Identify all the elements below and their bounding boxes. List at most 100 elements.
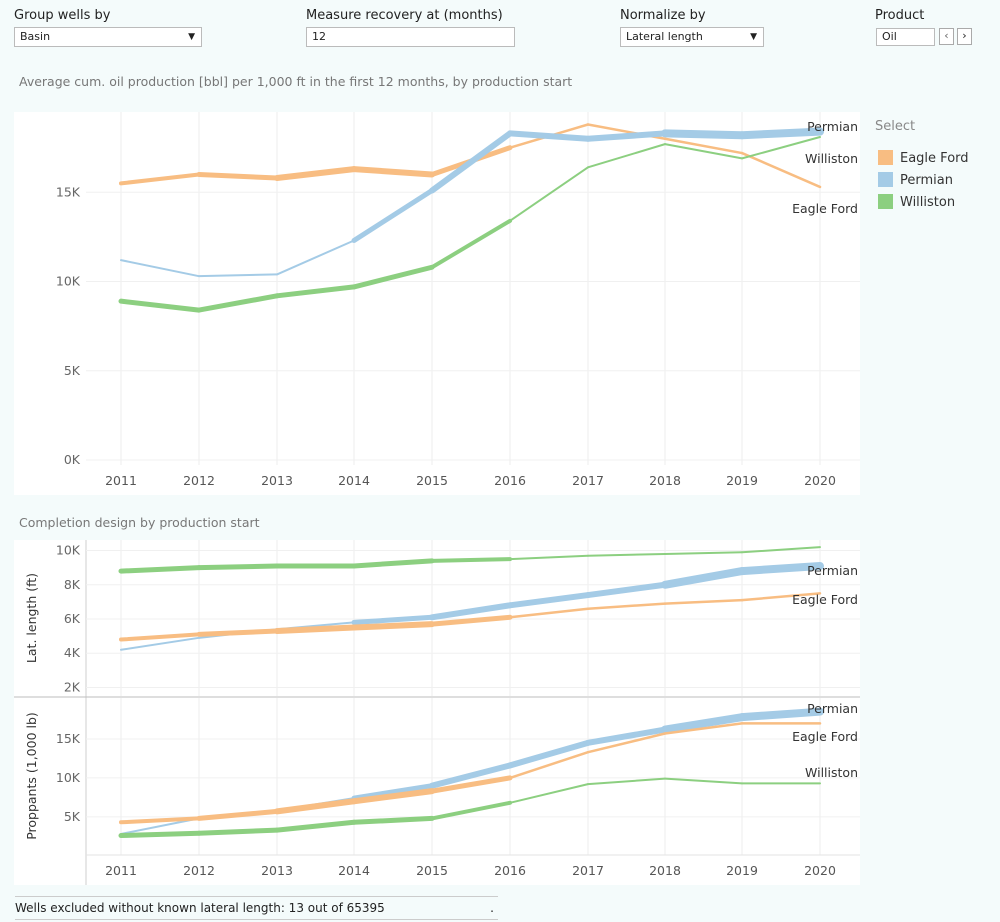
legend-swatch — [878, 150, 893, 165]
x-tick-label: 2016 — [494, 473, 526, 488]
series-segment-eagle-ford — [196, 628, 280, 637]
series-segment-williston — [430, 800, 512, 821]
series-segment-eagle-ford — [508, 607, 590, 619]
x-tick-label: 2011 — [105, 863, 137, 878]
x-tick-label: 2013 — [261, 863, 293, 878]
series-segment-eagle-ford — [119, 172, 201, 186]
x-tick-label: 2012 — [183, 863, 215, 878]
series-segment-eagle-ford — [274, 624, 357, 634]
x-tick-label: 2012 — [183, 473, 215, 488]
line-end-label: Eagle Ford — [792, 592, 858, 607]
line-end-label: Permian — [807, 701, 858, 716]
product-prev-button[interactable]: ‹ — [939, 28, 954, 45]
footer-dot: . — [490, 901, 494, 915]
measure-recovery-value: 12 — [312, 30, 326, 43]
series-segment-eagle-ford — [663, 722, 744, 735]
normalize-value: Lateral length — [626, 30, 703, 43]
series-segment-permian — [351, 614, 435, 625]
series-segment-williston — [664, 143, 743, 160]
series-segment-williston — [430, 218, 512, 270]
legend-label: Eagle Ford — [900, 151, 969, 166]
series-segment-permian — [661, 129, 746, 140]
series-segment-williston — [351, 264, 435, 290]
series-segment-williston — [118, 830, 202, 839]
x-tick-label: 2020 — [804, 863, 836, 878]
product-label: Product — [875, 8, 925, 23]
series-segment-williston — [741, 546, 821, 554]
x-tick-label: 2018 — [649, 863, 681, 878]
series-segment-eagle-ford — [663, 598, 744, 605]
proppants-axis-label: Proppants (1,000 lb) — [24, 712, 39, 840]
series-segment-williston — [664, 551, 743, 555]
series-segment-williston — [274, 819, 357, 833]
series-segment-williston — [196, 827, 280, 836]
series-segment-williston — [741, 135, 821, 160]
product-next-button[interactable]: › — [957, 28, 972, 45]
series-segment-eagle-ford — [663, 137, 744, 155]
series-segment-permian — [198, 273, 278, 278]
series-segment-eagle-ford — [508, 750, 590, 780]
series-segment-permian — [507, 130, 591, 142]
measure-recovery-input[interactable]: 12 — [306, 27, 515, 47]
series-segment-eagle-ford — [119, 632, 201, 642]
legend-title: Select — [875, 119, 916, 134]
series-segment-permian — [507, 592, 591, 609]
measure-recovery-label: Measure recovery at (months) — [306, 8, 503, 23]
excluded-wells-note: Wells excluded without known lateral len… — [15, 896, 498, 920]
x-tick-label: 2019 — [726, 473, 758, 488]
legend-swatch — [878, 172, 893, 187]
series-segment-eagle-ford — [740, 151, 822, 189]
series-segment-permian — [661, 713, 746, 734]
legend-item-williston[interactable]: Williston — [878, 194, 955, 210]
series-segment-eagle-ford — [740, 592, 822, 602]
series-segment-eagle-ford — [196, 171, 280, 181]
series-segment-permian — [276, 239, 355, 276]
series-segment-eagle-ford — [351, 788, 435, 805]
series-segment-eagle-ford — [119, 816, 201, 825]
series-segment-eagle-ford — [351, 621, 435, 631]
x-tick-label: 2015 — [416, 863, 448, 878]
series-segment-eagle-ford — [429, 614, 513, 627]
y-tick-label: 2K — [64, 679, 81, 694]
y-tick-label: 6K — [64, 611, 81, 626]
normalize-dropdown[interactable]: Lateral length ▼ — [620, 27, 764, 47]
group-wells-dropdown[interactable]: Basin ▼ — [14, 27, 202, 47]
chevron-left-icon: ‹ — [944, 29, 949, 42]
y-tick-label: 10K — [56, 274, 81, 289]
line-end-label: Williston — [805, 765, 858, 780]
product-input[interactable]: Oil — [876, 28, 935, 46]
series-segment-permian — [429, 130, 513, 194]
y-tick-label: 15K — [56, 731, 81, 746]
y-tick-label: 15K — [56, 184, 81, 199]
series-segment-eagle-ford — [351, 166, 435, 178]
y-tick-label: 10K — [56, 543, 81, 558]
line-end-label: Williston — [805, 151, 858, 166]
series-segment-permian — [661, 567, 746, 589]
series-segment-permian — [738, 561, 824, 576]
series-segment-williston — [509, 166, 589, 222]
series-segment-williston — [509, 554, 589, 561]
line-end-label: Eagle Ford — [792, 729, 858, 744]
line-end-label: Permian — [807, 119, 858, 134]
x-tick-label: 2015 — [416, 473, 448, 488]
x-tick-label: 2011 — [105, 473, 137, 488]
legend-swatch — [878, 194, 893, 209]
series-segment-permian — [585, 581, 668, 599]
legend-item-eagle-ford[interactable]: Eagle Ford — [878, 150, 969, 166]
series-segment-eagle-ford — [274, 798, 357, 815]
product-value: Oil — [882, 30, 897, 43]
series-segment-permian — [351, 188, 435, 243]
excluded-wells-text: Wells excluded without known lateral len… — [15, 901, 385, 915]
x-tick-label: 2013 — [261, 473, 293, 488]
series-segment-williston — [351, 815, 435, 825]
series-segment-permian — [585, 726, 668, 746]
legend-item-permian[interactable]: Permian — [878, 172, 953, 188]
x-tick-label: 2014 — [338, 473, 370, 488]
series-segment-eagle-ford — [586, 602, 667, 610]
x-tick-label: 2016 — [494, 863, 526, 878]
legend-label: Williston — [900, 195, 956, 210]
chevron-down-icon: ▼ — [750, 32, 757, 42]
series-segment-eagle-ford — [586, 732, 667, 754]
series-segment-permian — [585, 130, 668, 142]
